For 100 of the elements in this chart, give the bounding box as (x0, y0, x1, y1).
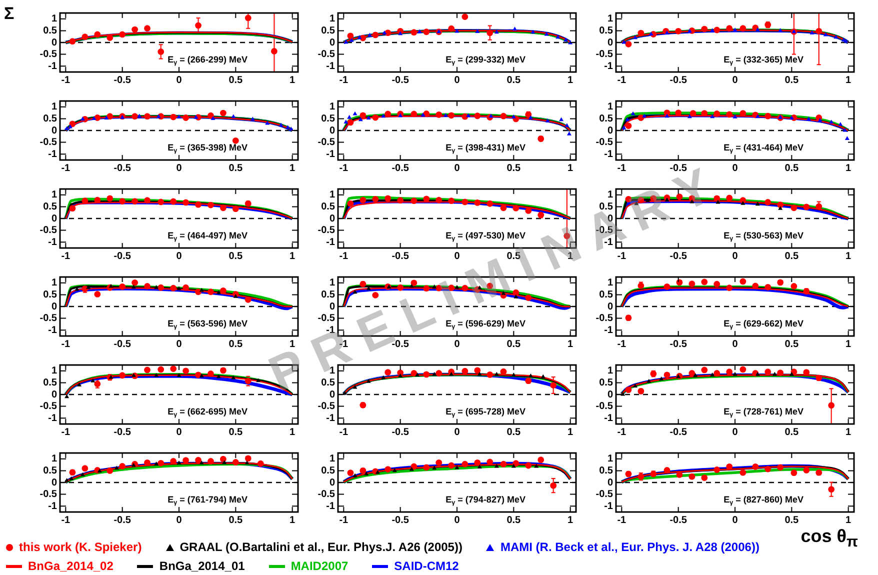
y-tick-label: 0.5 (321, 377, 336, 388)
x-tick-label: 0.5 (506, 162, 522, 174)
y-tick-label: 0 (51, 37, 58, 48)
x-tick-label: -0.5 (392, 250, 410, 262)
x-tick-label: 1 (846, 426, 852, 438)
x-tick-label: 0.5 (228, 338, 244, 350)
x-tick-label: 1 (290, 162, 296, 174)
y-tick-label: -1 (48, 60, 58, 72)
y-tick-label: 1 (51, 278, 58, 289)
y-tick-label: 0 (329, 301, 336, 312)
y-tick-label: 0 (607, 125, 614, 136)
x-tick-label: 0 (454, 162, 460, 174)
y-tick-label: 0 (329, 213, 336, 224)
x-tick-label: 0 (176, 250, 182, 262)
x-tick-label: -1 (617, 250, 627, 262)
y-tick-label: -0.5 (318, 489, 336, 500)
x-tick-label: 0.5 (784, 426, 800, 438)
y-tick-label: 1 (51, 14, 58, 25)
x-tick-label: -1 (61, 426, 71, 438)
y-tick-label: 1 (329, 278, 336, 289)
x-tick-label: 0 (732, 250, 738, 262)
y-tick-label: 0 (51, 389, 58, 400)
y-tick-label: 1 (51, 366, 58, 377)
x-tick-label: -1 (617, 338, 627, 350)
x-tick-label: -0.5 (114, 514, 132, 526)
x-tick-label: 0.5 (784, 338, 800, 350)
x-tick-label: -0.5 (392, 426, 410, 438)
y-tick-label: -1 (48, 412, 58, 424)
x-tick-label: 0.5 (228, 250, 244, 262)
y-tick-label: 0.5 (599, 25, 614, 36)
x-tick-label: -1 (617, 162, 627, 174)
x-tick-label: 1 (290, 426, 296, 438)
y-tick-label: -1 (48, 324, 58, 336)
x-tick-label: 0 (454, 514, 460, 526)
x-tick-label: -0.5 (114, 250, 132, 262)
x-tick-label: -1 (339, 250, 349, 262)
y-tick-label: -0.5 (596, 49, 614, 60)
y-tick-label: 0 (51, 477, 58, 488)
y-tick-label: -1 (604, 500, 614, 512)
y-tick-label: -0.5 (40, 137, 58, 148)
y-tick-label: 0 (607, 301, 614, 312)
y-tick-label: 1 (329, 14, 336, 25)
y-tick-label: 0 (51, 301, 58, 312)
y-tick-label: 0.5 (43, 377, 58, 388)
x-tick-label: -1 (61, 338, 71, 350)
y-tick-label: 0.5 (43, 25, 58, 36)
y-tick-label: 1 (329, 454, 336, 465)
x-tick-label: 1 (846, 74, 852, 86)
x-tick-label: -0.5 (114, 338, 132, 350)
y-tick-label: -0.5 (40, 401, 58, 412)
x-tick-label: 0.5 (228, 74, 244, 86)
y-tick-label: -1 (326, 500, 336, 512)
legend-label: SAID-CM12 (393, 559, 459, 573)
y-tick-label: -0.5 (318, 225, 336, 236)
x-tick-label: 1 (568, 514, 574, 526)
x-tick-label: -1 (339, 162, 349, 174)
y-tick-label: 0 (607, 389, 614, 400)
x-tick-label: -0.5 (114, 74, 132, 86)
x-tick-label: 0 (732, 338, 738, 350)
x-tick-label: -0.5 (670, 250, 688, 262)
y-tick-label: 0 (51, 213, 58, 224)
x-tick-label: 0 (176, 338, 182, 350)
x-tick-label: 1 (568, 74, 574, 86)
x-tick-label: -1 (61, 514, 71, 526)
y-tick-label: 0.5 (43, 113, 58, 124)
y-tick-label: 0.5 (599, 377, 614, 388)
x-tick-label: 0 (454, 338, 460, 350)
x-tick-label: 0.5 (228, 162, 244, 174)
y-tick-label: 0 (51, 125, 58, 136)
x-tick-label: -1 (339, 514, 349, 526)
x-tick-label: 0.5 (228, 426, 244, 438)
y-tick-label: 0 (607, 37, 614, 48)
y-tick-label: -0.5 (318, 49, 336, 60)
legend-label: MAMI (R. Beck et al., Eur. Phys. J. A28 (2006)) (499, 540, 760, 554)
y-axis-title: Σ (4, 4, 14, 24)
y-tick-label: 1 (51, 102, 58, 113)
x-tick-label: 0.5 (228, 514, 244, 526)
x-tick-label: 0.5 (784, 74, 800, 86)
y-tick-label: -0.5 (40, 49, 58, 60)
y-tick-label: -0.5 (596, 489, 614, 500)
y-tick-label: -1 (48, 236, 58, 248)
x-axis-title: cos θ$_{π}$ (800, 526, 858, 551)
y-tick-label: 0 (329, 389, 336, 400)
y-tick-label: 1 (329, 190, 336, 201)
x-tick-label: 0 (176, 74, 182, 86)
x-tick-label: -0.5 (114, 426, 132, 438)
y-tick-label: -1 (604, 148, 614, 160)
y-tick-label: -1 (326, 148, 336, 160)
x-tick-label: 0.5 (506, 338, 522, 350)
x-tick-label: 0.5 (784, 250, 800, 262)
y-tick-label: -1 (48, 148, 58, 160)
x-tick-label: 0 (454, 74, 460, 86)
y-tick-label: -0.5 (596, 137, 614, 148)
y-tick-label: 0.5 (599, 113, 614, 124)
y-tick-label: 1 (607, 190, 614, 201)
x-tick-label: -1 (61, 162, 71, 174)
x-tick-label: 1 (290, 514, 296, 526)
y-tick-label: 1 (51, 454, 58, 465)
x-tick-label: -1 (339, 74, 349, 86)
y-tick-label: 0.5 (599, 289, 614, 300)
